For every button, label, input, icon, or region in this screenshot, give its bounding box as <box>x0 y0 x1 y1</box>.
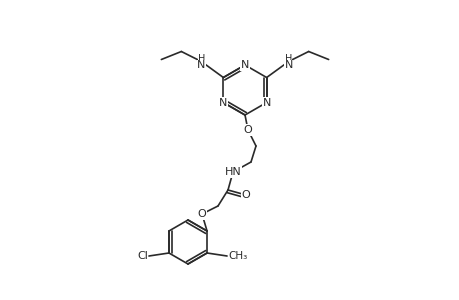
Text: N: N <box>262 98 270 107</box>
Text: H: H <box>197 53 205 64</box>
Text: N: N <box>218 98 227 107</box>
Text: O: O <box>197 209 206 219</box>
Text: N: N <box>197 59 205 70</box>
Text: N: N <box>241 60 249 70</box>
Text: H: H <box>284 53 292 64</box>
Text: N: N <box>284 59 292 70</box>
Text: HN: HN <box>224 167 241 177</box>
Text: O: O <box>241 190 250 200</box>
Text: CH₃: CH₃ <box>228 251 247 261</box>
Text: Cl: Cl <box>137 251 148 261</box>
Text: O: O <box>243 125 252 135</box>
